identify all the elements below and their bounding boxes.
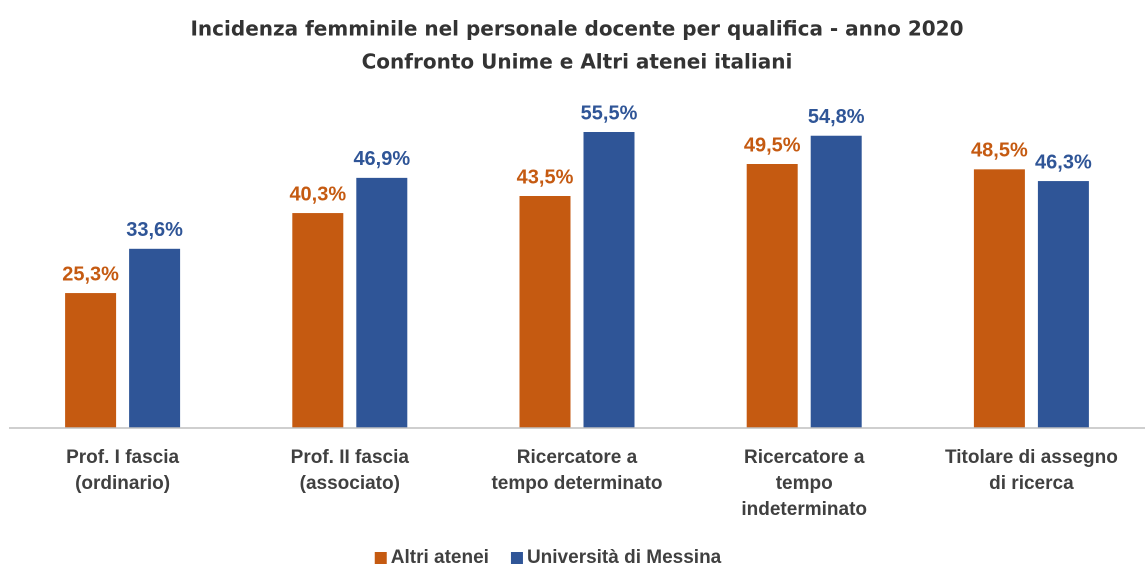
x-tick-label: (associato) [300,473,400,494]
chart-title: Incidenza femminile nel personale docent… [190,17,963,41]
x-tick-label: Prof. I fascia [66,447,179,468]
data-label: 49,5% [744,134,801,156]
legend-label: Università di Messina [527,547,722,568]
bar [129,248,181,428]
data-label: 40,3% [289,183,346,205]
bar [65,293,117,428]
x-tick-label: Prof. II fascia [291,447,410,468]
bar [583,132,635,428]
x-tick-label: tempo [776,473,833,494]
data-label: 54,8% [808,106,865,128]
data-label: 46,3% [1035,151,1092,173]
bar [356,177,408,428]
x-tick-label: Ricercatore a [517,447,638,468]
bar [519,196,571,428]
x-tick-label: tempo determinato [491,473,662,494]
x-tick-label: indeterminato [741,499,867,520]
x-tick-label: Titolare di assegno [945,447,1118,468]
x-tick-label: Ricercatore a [744,447,865,468]
data-label: 48,5% [971,140,1028,162]
x-tick-label: (ordinario) [75,473,170,494]
bar [292,213,344,428]
x-tick-label: di ricerca [989,473,1074,494]
legend-swatch [510,552,523,564]
data-label: 25,3% [62,263,119,285]
data-label: 46,9% [353,148,410,170]
bar [746,164,798,428]
chart-subtitle: Confronto Unime e Altri atenei italiani [362,50,793,74]
bar [973,169,1025,429]
bar [810,135,862,428]
data-label: 55,5% [581,102,638,124]
data-label: 33,6% [126,219,183,241]
data-label: 43,5% [517,166,574,188]
bar [1037,181,1089,428]
legend-label: Altri atenei [391,547,489,568]
legend-swatch [374,552,387,564]
